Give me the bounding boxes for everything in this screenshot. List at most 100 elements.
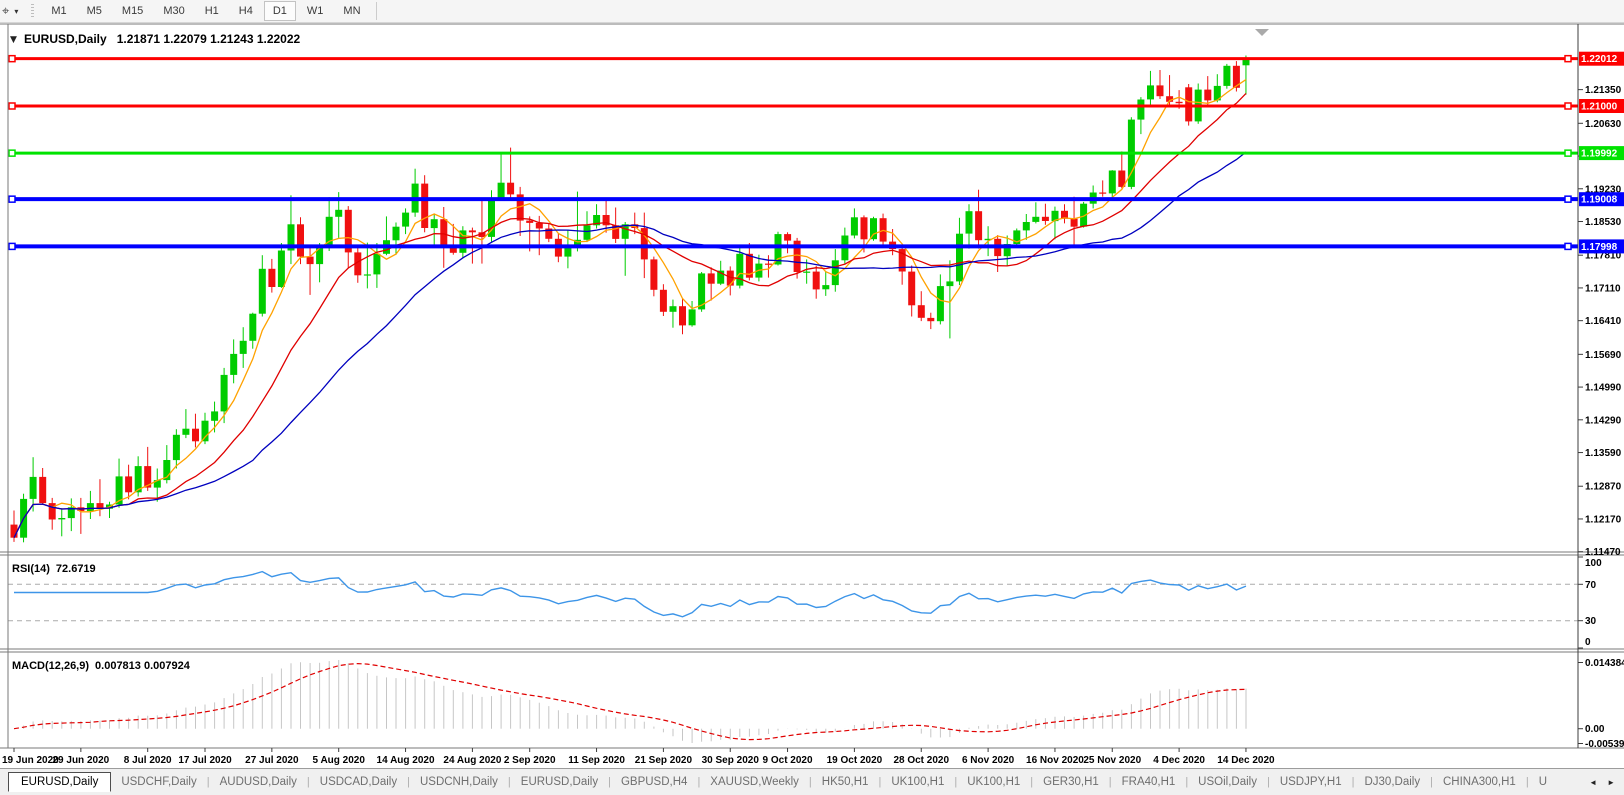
ma-26-line[interactable] bbox=[13, 151, 1247, 538]
tab-xauusd-weekly[interactable]: XAUUSD,Weekly bbox=[710, 776, 799, 788]
tab-scroll-right-icon[interactable]: ► bbox=[1607, 778, 1615, 787]
line-anchor-marker[interactable] bbox=[8, 54, 16, 63]
candle-body[interactable] bbox=[1061, 210, 1068, 219]
candle-body[interactable] bbox=[1242, 58, 1250, 66]
candle-body[interactable] bbox=[402, 212, 410, 227]
candle-body[interactable] bbox=[172, 434, 180, 461]
candle-body[interactable] bbox=[1147, 85, 1154, 100]
candle-body[interactable] bbox=[316, 244, 324, 265]
candle-body[interactable] bbox=[736, 253, 744, 286]
candle-body[interactable] bbox=[277, 250, 285, 288]
candle-body[interactable] bbox=[86, 503, 94, 512]
candle-body[interactable] bbox=[1013, 230, 1021, 244]
candle-body[interactable] bbox=[48, 503, 56, 520]
candle-body[interactable] bbox=[488, 198, 495, 237]
tab-scroll-left-icon[interactable]: ◄ bbox=[1589, 778, 1598, 787]
candle-body[interactable] bbox=[946, 281, 954, 287]
candle-body[interactable] bbox=[1003, 244, 1011, 257]
candle-body[interactable] bbox=[850, 217, 858, 236]
candle-body[interactable] bbox=[344, 209, 352, 253]
candle-body[interactable] bbox=[1175, 101, 1183, 104]
tab-usoil-daily[interactable]: USOil,Daily bbox=[1198, 776, 1257, 788]
candle-body[interactable] bbox=[125, 476, 133, 493]
candle-body[interactable] bbox=[1137, 99, 1145, 120]
candle-body[interactable] bbox=[726, 270, 734, 286]
candle-body[interactable] bbox=[822, 285, 830, 290]
candle-body[interactable] bbox=[1051, 210, 1059, 222]
candle-body[interactable] bbox=[860, 217, 868, 240]
candle-body[interactable] bbox=[182, 428, 190, 435]
ma-13-line[interactable] bbox=[13, 92, 1247, 538]
line-anchor-marker[interactable] bbox=[8, 242, 16, 251]
candle-body[interactable] bbox=[936, 286, 944, 322]
candle-body[interactable] bbox=[1108, 170, 1116, 194]
candle-body[interactable] bbox=[917, 305, 925, 318]
tab-usdjpy-h1[interactable]: USDJPY,H1 bbox=[1279, 776, 1342, 788]
candle-body[interactable] bbox=[1185, 87, 1193, 122]
line-anchor-marker[interactable] bbox=[1564, 242, 1572, 251]
candle-body[interactable] bbox=[29, 476, 37, 499]
timeframe-button-h4[interactable]: H4 bbox=[238, 5, 253, 17]
line-anchor-marker[interactable] bbox=[8, 195, 16, 203]
chart-window[interactable]: 1.213501.206301.199301.192301.185301.178… bbox=[0, 23, 1624, 768]
candle-body[interactable] bbox=[621, 224, 629, 239]
candle-body[interactable] bbox=[468, 230, 476, 233]
tab-eurusd-daily[interactable]: EURUSD,Daily bbox=[8, 772, 112, 792]
candle-body[interactable] bbox=[67, 507, 75, 519]
candle-body[interactable] bbox=[1022, 222, 1030, 231]
candle-body[interactable] bbox=[392, 226, 400, 241]
candle-body[interactable] bbox=[765, 263, 772, 265]
tab-eurusd-daily[interactable]: EURUSD,Daily bbox=[520, 776, 599, 788]
candle-body[interactable] bbox=[984, 238, 992, 241]
candle-body[interactable] bbox=[679, 306, 686, 326]
timeframe-button-m15[interactable]: M15 bbox=[121, 5, 144, 17]
candle-body[interactable] bbox=[956, 233, 963, 282]
line-anchor-marker[interactable] bbox=[1564, 102, 1572, 110]
candle-body[interactable] bbox=[163, 460, 171, 481]
tab-uk100-h1[interactable]: UK100,H1 bbox=[967, 776, 1021, 788]
candle-body[interactable] bbox=[1118, 170, 1126, 187]
timeframe-button-m30[interactable]: M30 bbox=[163, 5, 185, 17]
tab-gbpusd-h4[interactable]: GBPUSD,H4 bbox=[620, 776, 688, 788]
tab-hk50-h1[interactable]: HK50,H1 bbox=[821, 776, 869, 788]
candle-body[interactable] bbox=[96, 503, 104, 509]
candle-body[interactable] bbox=[717, 270, 725, 284]
candle-body[interactable] bbox=[268, 268, 276, 287]
candle-body[interactable] bbox=[249, 313, 257, 341]
candle-body[interactable] bbox=[192, 428, 199, 442]
candle-body[interactable] bbox=[230, 353, 238, 375]
chart-shift-marker[interactable] bbox=[1255, 29, 1269, 36]
candle-body[interactable] bbox=[803, 271, 811, 273]
candle-body[interactable] bbox=[698, 273, 706, 310]
candle-body[interactable] bbox=[201, 420, 209, 442]
tab-fra40-h1[interactable]: FRA40,H1 bbox=[1121, 776, 1176, 788]
candle-body[interactable] bbox=[354, 252, 362, 276]
candle-body[interactable] bbox=[1232, 65, 1240, 88]
candle-body[interactable] bbox=[659, 289, 667, 312]
candle-body[interactable] bbox=[58, 518, 66, 520]
tab-usdchf-daily[interactable]: USDCHF,Daily bbox=[121, 776, 197, 788]
candle-body[interactable] bbox=[516, 194, 524, 221]
candle-body[interactable] bbox=[975, 211, 983, 241]
candle-body[interactable] bbox=[602, 215, 610, 226]
line-anchor-marker[interactable] bbox=[1564, 195, 1572, 203]
candle-body[interactable] bbox=[1213, 85, 1221, 101]
candle-body[interactable] bbox=[669, 306, 677, 312]
candle-body[interactable] bbox=[211, 411, 219, 421]
candle-body[interactable] bbox=[258, 268, 266, 314]
candle-body[interactable] bbox=[564, 245, 572, 257]
candle-body[interactable] bbox=[449, 247, 457, 253]
tab-ger30-h1[interactable]: GER30,H1 bbox=[1043, 776, 1099, 788]
candle-body[interactable] bbox=[1223, 65, 1231, 86]
candle-body[interactable] bbox=[688, 309, 696, 326]
candle-body[interactable] bbox=[287, 224, 295, 251]
candle-body[interactable] bbox=[1099, 192, 1107, 194]
candle-body[interactable] bbox=[583, 225, 591, 240]
candle-body[interactable] bbox=[1041, 216, 1049, 221]
candle-body[interactable] bbox=[478, 232, 486, 237]
timeframe-button-w1[interactable]: W1 bbox=[306, 5, 324, 17]
tab-audusd-daily[interactable]: AUDUSD,Daily bbox=[219, 776, 297, 788]
candle-body[interactable] bbox=[220, 374, 228, 412]
tab-dj30-daily[interactable]: DJ30,Daily bbox=[1364, 776, 1421, 788]
candle-body[interactable] bbox=[593, 215, 601, 226]
